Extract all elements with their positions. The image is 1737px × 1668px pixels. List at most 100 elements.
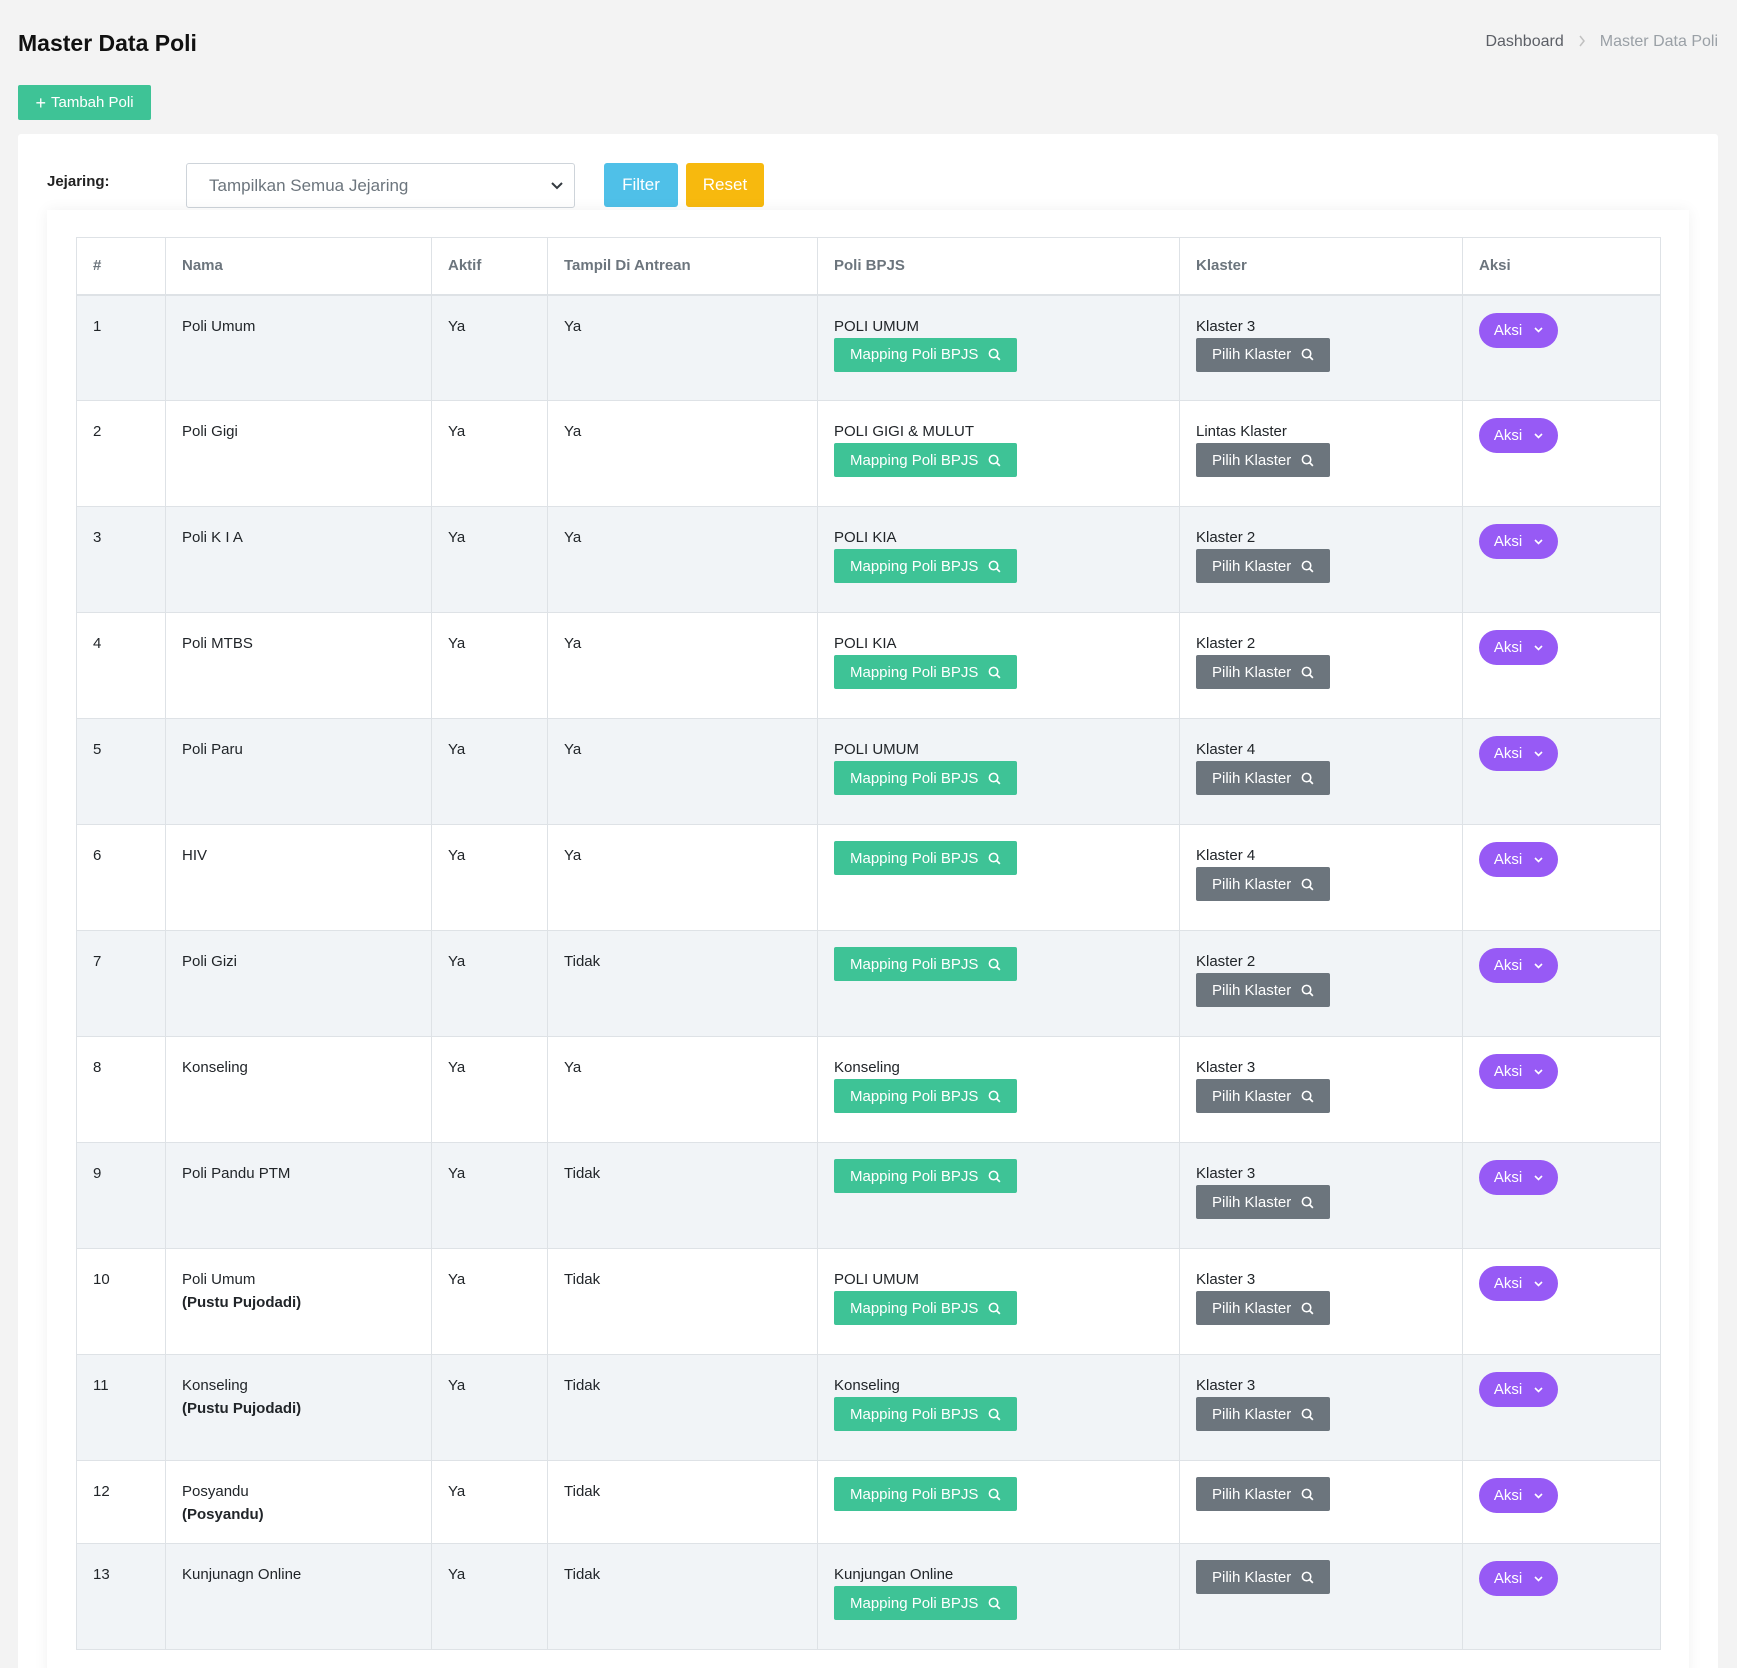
jejaring-select[interactable]: Tampilkan Semua Jejaring [186, 163, 575, 208]
pilih-klaster-button[interactable]: Pilih Klaster [1196, 1185, 1331, 1219]
poli-bpjs-name: POLI UMUM [834, 1271, 920, 1288]
mapping-poli-bpjs-button[interactable]: Mapping Poli BPJS [834, 841, 1018, 875]
aksi-dropdown-button[interactable]: Aksi [1479, 524, 1558, 559]
pilih-klaster-button[interactable]: Pilih Klaster [1196, 867, 1331, 901]
aksi-dropdown-button[interactable]: Aksi [1479, 630, 1558, 665]
cell-antrean: Ya [547, 506, 818, 613]
col-header-aktif[interactable]: Aktif [431, 237, 548, 296]
col-header-klaster[interactable]: Klaster [1179, 237, 1463, 296]
cell-nama: Konseling (Pustu Pujodadi) [165, 1354, 432, 1461]
mapping-poli-bpjs-button[interactable]: Mapping Poli BPJS [834, 1079, 1018, 1113]
jejaring-select-value: Tampilkan Semua Jejaring [209, 175, 409, 195]
mapping-label: Mapping Poli BPJS [850, 849, 979, 867]
mapping-poli-bpjs-button[interactable]: Mapping Poli BPJS [834, 443, 1018, 477]
aksi-dropdown-button[interactable]: Aksi [1479, 1054, 1558, 1089]
aksi-label: Aksi [1493, 1169, 1523, 1186]
search-icon [1296, 1571, 1314, 1584]
aksi-dropdown-button[interactable]: Aksi [1479, 1372, 1558, 1407]
mapping-poli-bpjs-button[interactable]: Mapping Poli BPJS [834, 761, 1018, 795]
aksi-dropdown-button[interactable]: Aksi [1479, 418, 1558, 453]
aksi-label: Aksi [1493, 427, 1523, 444]
pilih-klaster-button[interactable]: Pilih Klaster [1196, 1560, 1331, 1594]
aksi-dropdown-button[interactable]: Aksi [1479, 1561, 1558, 1596]
klaster-name: Klaster 2 [1196, 635, 1256, 652]
klaster-name: Klaster 3 [1196, 1165, 1256, 1182]
chevron-down-icon [1528, 327, 1543, 333]
reset-button[interactable]: Reset [686, 163, 764, 207]
search-icon [1296, 772, 1314, 785]
table-row: 11 Konseling (Pustu Pujodadi) Ya Tidak Ko… [76, 1354, 1661, 1461]
poli-name: Poli Umum [182, 317, 256, 335]
pilih-klaster-button[interactable]: Pilih Klaster [1196, 1079, 1331, 1113]
mapping-poli-bpjs-button[interactable]: Mapping Poli BPJS [834, 655, 1018, 689]
cell-antrean: Tidak [547, 1248, 818, 1355]
mapping-poli-bpjs-button[interactable]: Mapping Poli BPJS [834, 1586, 1018, 1620]
cell-klaster: Pilih Klaster [1179, 1460, 1463, 1544]
search-icon [1296, 1196, 1314, 1209]
cell-aksi: Aksi [1462, 824, 1661, 931]
add-poli-button[interactable]: + Tambah Poli [18, 85, 151, 120]
mapping-poli-bpjs-button[interactable]: Mapping Poli BPJS [834, 1291, 1018, 1325]
cell-klaster: Klaster 4 Pilih Klaster [1179, 718, 1463, 825]
col-header-nama[interactable]: Nama [165, 237, 432, 296]
pilih-klaster-button[interactable]: Pilih Klaster [1196, 1397, 1331, 1431]
aksi-label: Aksi [1493, 851, 1523, 868]
aksi-label: Aksi [1493, 1275, 1523, 1292]
aksi-dropdown-button[interactable]: Aksi [1479, 948, 1558, 983]
klaster-name: Klaster 4 [1196, 847, 1256, 864]
filter-button[interactable]: Filter [604, 163, 678, 207]
aksi-dropdown-button[interactable]: Aksi [1479, 736, 1558, 771]
cell-aksi: Aksi [1462, 612, 1661, 719]
pilih-klaster-button[interactable]: Pilih Klaster [1196, 337, 1331, 372]
pilih-klaster-button[interactable]: Pilih Klaster [1196, 761, 1331, 795]
pilih-klaster-button[interactable]: Pilih Klaster [1196, 443, 1331, 477]
mapping-poli-bpjs-button[interactable]: Mapping Poli BPJS [834, 1397, 1018, 1431]
mapping-poli-bpjs-button[interactable]: Mapping Poli BPJS [834, 549, 1018, 583]
mapping-poli-bpjs-button[interactable]: Mapping Poli BPJS [834, 1159, 1018, 1193]
klaster-name: Klaster 2 [1196, 953, 1256, 970]
col-header-aksi[interactable]: Aksi [1462, 237, 1661, 296]
pilih-klaster-button[interactable]: Pilih Klaster [1196, 1477, 1331, 1511]
aksi-dropdown-button[interactable]: Aksi [1479, 1266, 1558, 1301]
cell-nama: Poli Umum [165, 294, 432, 401]
cell-aktif: Ya [431, 400, 548, 507]
aksi-dropdown-button[interactable]: Aksi [1479, 312, 1558, 348]
cell-klaster: Klaster 2 Pilih Klaster [1179, 930, 1463, 1037]
col-header-antrean[interactable]: Tampil Di Antrean [547, 237, 818, 296]
chevron-down-icon [1528, 856, 1543, 863]
breadcrumb-dashboard-link[interactable]: Dashboard [1485, 33, 1564, 50]
table-row: 7 Poli Gizi Ya Tidak Mapping Poli BPJS K… [76, 930, 1661, 1037]
mapping-poli-bpjs-button[interactable]: Mapping Poli BPJS [834, 337, 1018, 372]
mapping-poli-bpjs-button[interactable]: Mapping Poli BPJS [834, 947, 1018, 981]
poli-name: Kunjunagn Online [182, 1566, 302, 1583]
poli-name: Poli Gigi [182, 423, 238, 440]
aksi-dropdown-button[interactable]: Aksi [1479, 1478, 1558, 1513]
poli-name: Posyandu [182, 1483, 249, 1500]
mapping-label: Mapping Poli BPJS [850, 1405, 979, 1423]
search-icon [983, 454, 1001, 467]
search-icon [983, 1302, 1001, 1315]
search-icon [983, 852, 1001, 865]
aksi-label: Aksi [1493, 321, 1523, 339]
cell-no: 1 [76, 294, 166, 401]
table-row: 3 Poli K I A Ya Ya POLI KIA Mapping Poli … [76, 506, 1661, 613]
col-header-no[interactable]: # [76, 237, 166, 296]
pilih-klaster-button[interactable]: Pilih Klaster [1196, 973, 1331, 1007]
mapping-label: Mapping Poli BPJS [850, 451, 979, 469]
aksi-dropdown-button[interactable]: Aksi [1479, 1160, 1558, 1195]
pilih-klaster-button[interactable]: Pilih Klaster [1196, 1291, 1331, 1325]
cell-antrean: Ya [547, 1036, 818, 1143]
chevron-down-icon [1528, 1174, 1543, 1181]
pilih-klaster-label: Pilih Klaster [1212, 1405, 1292, 1423]
cell-aksi: Aksi [1462, 1036, 1661, 1143]
aksi-dropdown-button[interactable]: Aksi [1479, 842, 1558, 877]
aksi-label: Aksi [1493, 1487, 1523, 1504]
pilih-klaster-button[interactable]: Pilih Klaster [1196, 549, 1331, 583]
pilih-klaster-button[interactable]: Pilih Klaster [1196, 655, 1331, 689]
col-header-poli-bpjs[interactable]: Poli BPJS [817, 237, 1180, 296]
poli-bpjs-name: POLI UMUM [834, 741, 920, 758]
cell-aktif: Ya [431, 1142, 548, 1249]
klaster-name: Lintas Klaster [1196, 423, 1287, 440]
pilih-klaster-label: Pilih Klaster [1212, 1193, 1292, 1211]
mapping-poli-bpjs-button[interactable]: Mapping Poli BPJS [834, 1477, 1018, 1511]
